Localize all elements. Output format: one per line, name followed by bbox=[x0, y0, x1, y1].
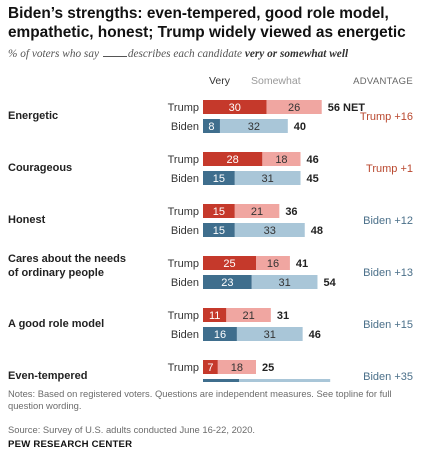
bar-very bbox=[203, 171, 235, 185]
stacked-bar-chart: Very Somewhat ADVANTAGE Energetic Trump 30 26 5… bbox=[8, 75, 413, 382]
value-label-somewhat: 33 bbox=[264, 225, 276, 237]
bar-somewhat bbox=[239, 379, 331, 382]
net-label: 60 bbox=[336, 381, 348, 382]
advantage-label: Biden +35 bbox=[363, 371, 413, 382]
category-label: of ordinary people bbox=[8, 267, 104, 279]
net-label: 56 NET bbox=[328, 102, 366, 114]
candidate-label: Biden bbox=[171, 225, 199, 237]
chart-title: Biden’s strengths: even-tempered, good r… bbox=[8, 5, 406, 41]
bar-very bbox=[203, 256, 256, 270]
candidate-label: Trump bbox=[168, 362, 199, 374]
bar-somewhat bbox=[251, 275, 318, 289]
advantage-label: Biden +13 bbox=[363, 267, 413, 279]
candidate-label: Trump bbox=[168, 154, 199, 166]
pew-research-logo: PEW RESEARCH CENTER bbox=[8, 439, 133, 450]
bar-somewhat bbox=[234, 171, 301, 185]
chart-notes: Notes: Based on registered voters. Quest… bbox=[8, 388, 392, 411]
bar-somewhat bbox=[219, 119, 288, 133]
category-label: Courageous bbox=[8, 162, 72, 174]
bar-somewhat bbox=[256, 256, 290, 270]
value-label-very: 28 bbox=[227, 154, 239, 166]
candidate-label: Biden bbox=[171, 329, 199, 341]
category-label: A good role model bbox=[8, 318, 104, 330]
advantage-label: Trump +16 bbox=[360, 111, 413, 123]
candidate-label: Biden bbox=[171, 121, 199, 133]
candidate-label: Trump bbox=[168, 310, 199, 322]
subtitle-part-1: % of voters who say bbox=[8, 48, 99, 60]
candidate-label: Trump bbox=[168, 206, 199, 218]
value-label-very: 17 bbox=[215, 381, 227, 382]
candidate-label: Biden bbox=[171, 381, 199, 382]
category-label: Even-tempered bbox=[8, 370, 87, 382]
net-label: 31 bbox=[277, 310, 289, 322]
value-label-somewhat: 26 bbox=[288, 102, 300, 114]
value-label-somewhat: 31 bbox=[264, 329, 276, 341]
value-label-very: 15 bbox=[213, 225, 225, 237]
value-label-somewhat: 31 bbox=[278, 277, 290, 289]
value-label-somewhat: 18 bbox=[231, 362, 243, 374]
legend-very: Very bbox=[209, 75, 231, 87]
category-label: Cares about the needs bbox=[8, 253, 126, 265]
net-label: 54 bbox=[323, 277, 336, 289]
net-label: 48 bbox=[311, 225, 323, 237]
bar-very bbox=[203, 275, 252, 289]
bar-somewhat bbox=[234, 223, 305, 237]
value-label-very: 11 bbox=[209, 310, 220, 322]
value-label-very: 16 bbox=[214, 329, 226, 341]
net-label: 25 bbox=[262, 362, 274, 374]
bar-very bbox=[203, 308, 227, 322]
legend-somewhat: Somewhat bbox=[251, 75, 301, 87]
bar-very bbox=[203, 360, 218, 374]
value-label-very: 30 bbox=[229, 102, 241, 114]
value-label-very: 15 bbox=[213, 173, 225, 185]
category-label: Energetic bbox=[8, 110, 58, 122]
bar-somewhat bbox=[236, 327, 303, 341]
value-label-very: 15 bbox=[213, 206, 225, 218]
net-label: 41 bbox=[296, 258, 308, 270]
advantage-label: Biden +15 bbox=[363, 319, 413, 331]
net-label: 36 bbox=[285, 206, 297, 218]
bar-very bbox=[203, 327, 237, 341]
bar-very bbox=[203, 379, 240, 382]
bar-very bbox=[203, 204, 235, 218]
candidate-label: Trump bbox=[168, 258, 199, 270]
value-label-somewhat: 31 bbox=[262, 173, 274, 185]
value-label-somewhat: 32 bbox=[248, 121, 260, 133]
bar-somewhat bbox=[234, 204, 280, 218]
chart-subtitle: % of voters who say describes each candi… bbox=[8, 47, 422, 60]
candidate-label: Biden bbox=[171, 173, 199, 185]
candidate-label: Trump bbox=[168, 102, 199, 114]
bar-very bbox=[203, 152, 263, 166]
value-label-somewhat: 43 bbox=[278, 381, 290, 382]
value-label-somewhat: 21 bbox=[242, 310, 254, 322]
value-label-very: 8 bbox=[208, 121, 214, 133]
net-label: 46 bbox=[309, 329, 321, 341]
bar-somewhat bbox=[226, 308, 271, 322]
bar-very bbox=[203, 100, 267, 114]
value-label-somewhat: 21 bbox=[251, 206, 263, 218]
subtitle-blank bbox=[102, 47, 127, 57]
net-label: 40 bbox=[294, 121, 306, 133]
subtitle-emphasis: very or somewhat well bbox=[244, 48, 349, 60]
candidate-label: Biden bbox=[171, 277, 199, 289]
bar-somewhat bbox=[266, 100, 322, 114]
value-label-somewhat: 18 bbox=[275, 154, 287, 166]
chart-source: Source: Survey of U.S. adults conducted … bbox=[8, 424, 256, 435]
value-label-very: 25 bbox=[223, 258, 235, 270]
bar-very bbox=[203, 223, 235, 237]
value-label-very: 7 bbox=[207, 362, 213, 374]
value-label-very: 23 bbox=[221, 277, 233, 289]
subtitle-part-2: describes each candidate bbox=[127, 48, 243, 60]
bar-somewhat bbox=[262, 152, 301, 166]
category-label: Honest bbox=[8, 214, 46, 226]
value-label-somewhat: 16 bbox=[267, 258, 279, 270]
bar-very bbox=[203, 119, 220, 133]
bar-somewhat bbox=[217, 360, 256, 374]
advantage-label: Trump +1 bbox=[366, 163, 413, 175]
net-label: 46 bbox=[307, 154, 319, 166]
advantage-label: Biden +12 bbox=[363, 215, 413, 227]
net-label: 45 bbox=[307, 173, 319, 185]
advantage-header: ADVANTAGE bbox=[353, 76, 413, 87]
